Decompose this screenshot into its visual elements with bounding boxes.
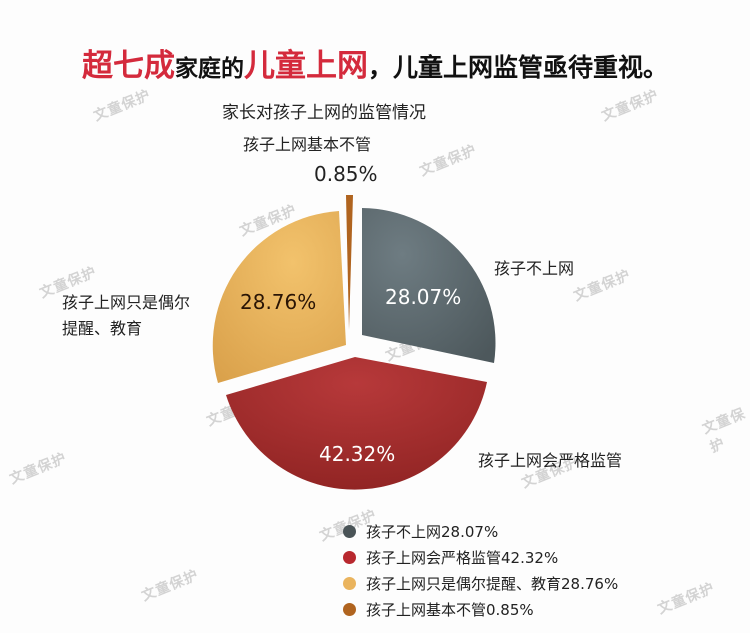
legend-label: 孩子上网会严格监管42.32%: [366, 548, 559, 567]
legend-item: 孩子上网基本不管0.85%: [343, 596, 618, 622]
legend: 孩子不上网28.07% 孩子上网会严格监管42.32% 孩子上网只是偶尔提醒、教…: [343, 518, 618, 622]
pie-slice-occasional: [212, 211, 346, 383]
legend-marker-icon: [343, 550, 356, 564]
legend-item: 孩子上网只是偶尔提醒、教育28.76%: [343, 570, 618, 596]
data-label-occasional: 28.76%: [240, 290, 317, 314]
chart-title: 家长对孩子上网的监管情况: [222, 103, 426, 123]
legend-item: 孩子上网会严格监管42.32%: [343, 544, 618, 570]
legend-label: 孩子上网只是偶尔提醒、教育28.76%: [366, 574, 619, 593]
headline-highlight-2: 儿童上网: [243, 48, 368, 84]
category-label-no-internet: 孩子不上网: [494, 259, 575, 278]
category-label-none: 孩子上网基本不管: [243, 135, 372, 154]
category-label-occasional-line1: 孩子上网只是偶尔: [62, 293, 191, 312]
legend-item: 孩子不上网28.07%: [343, 518, 618, 544]
data-label-no-internet: 28.07%: [385, 285, 462, 309]
category-label-occasional-line2: 提醒、教育: [62, 319, 143, 338]
legend-marker-icon: [343, 576, 356, 590]
legend-marker-icon: [343, 524, 356, 538]
data-label-none: 0.85%: [314, 162, 378, 186]
legend-marker-icon: [343, 602, 356, 616]
headline: 超七成家庭的儿童上网，儿童上网监管亟待重视。: [0, 40, 750, 85]
legend-label: 孩子不上网28.07%: [366, 522, 499, 541]
data-label-strict: 42.32%: [319, 442, 396, 466]
legend-label: 孩子上网基本不管0.85%: [366, 600, 534, 619]
pie-slice-none: [346, 195, 353, 330]
headline-text-2: ，儿童上网监管亟待重视。: [367, 53, 668, 82]
headline-text-1: 家庭的: [174, 56, 244, 82]
pie-slice-no-internet: [362, 208, 496, 363]
category-label-strict: 孩子上网会严格监管: [478, 451, 623, 470]
headline-highlight-1: 超七成: [81, 48, 175, 84]
pie-slice-strict: [226, 357, 487, 490]
